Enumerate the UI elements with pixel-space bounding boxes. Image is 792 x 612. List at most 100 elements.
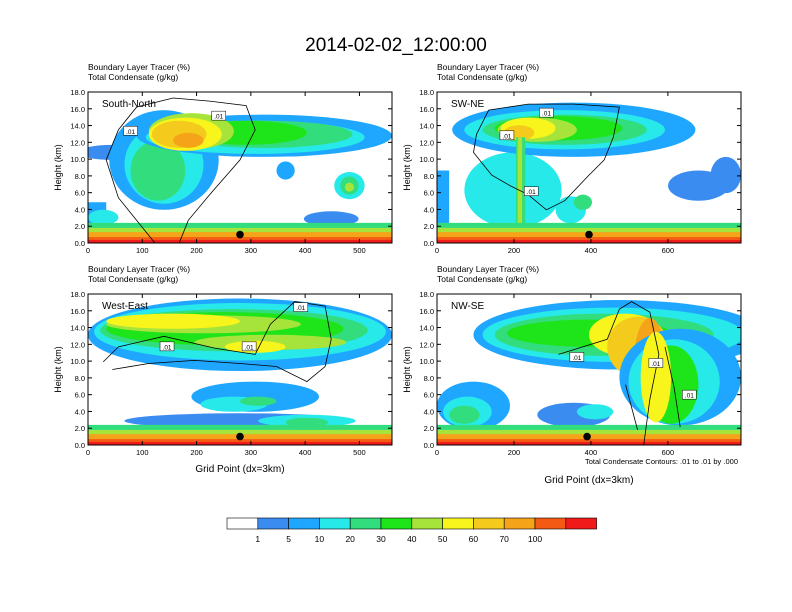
y-tick-label: 18.0 xyxy=(70,88,85,97)
tracer-blob xyxy=(710,156,741,194)
y-axis-label: Height (km) xyxy=(402,144,412,191)
y-tick-label: 4.0 xyxy=(424,205,434,214)
y-tick-label: 8.0 xyxy=(75,374,85,383)
panel-header-line2: Total Condensate (g/kg) xyxy=(437,72,527,82)
tracer-field: .01 .01 .01 xyxy=(88,294,392,445)
panel-name: West-East xyxy=(102,301,148,312)
x-tick-label: 500 xyxy=(353,448,366,457)
y-tick-label: 14.0 xyxy=(70,122,85,131)
x-tick-label: 100 xyxy=(136,448,149,457)
colorbar-label: 30 xyxy=(376,534,386,544)
colorbar-label: 100 xyxy=(528,534,542,544)
contour-label-box xyxy=(539,107,554,118)
contour-label: .01 xyxy=(502,133,511,140)
y-tick-label: 2.0 xyxy=(424,222,434,231)
panel-header-line2: Total Condensate (g/kg) xyxy=(88,274,178,284)
y-axis-label: Height (km) xyxy=(53,346,63,393)
contour-label-box xyxy=(293,302,309,312)
condensate-contour xyxy=(102,301,332,383)
y-tick-label: 10.0 xyxy=(419,357,434,366)
panel-frame xyxy=(436,293,742,446)
contour-label-box xyxy=(499,130,515,141)
contour-label-box xyxy=(241,341,257,352)
y-tick-label: 4.0 xyxy=(75,205,85,214)
tracer-blob xyxy=(573,194,593,210)
y-tick-label: 6.0 xyxy=(424,391,434,400)
panels: Boundary Layer Tracer (%)Total Condensat… xyxy=(53,62,742,486)
location-marker xyxy=(583,432,591,441)
contour-label: .01 xyxy=(542,111,551,118)
tracer-field: .01 .01 .01 xyxy=(437,294,741,445)
y-tick-label: 18.0 xyxy=(70,290,85,299)
y-tick-label: 4.0 xyxy=(424,407,434,416)
colorbar-swatch xyxy=(319,517,351,530)
contour-label: .01 xyxy=(527,189,536,196)
tracer-blob xyxy=(464,152,562,228)
y-tick-label: 14.0 xyxy=(419,324,434,333)
y-tick-label: 14.0 xyxy=(70,324,85,333)
x-tick-label: 400 xyxy=(585,448,598,457)
x-tick-label: 100 xyxy=(136,246,149,255)
contour-label-box xyxy=(523,186,539,196)
y-tick-label: 16.0 xyxy=(70,307,85,316)
y-tick-label: 0.0 xyxy=(424,239,434,248)
x-tick-label: 600 xyxy=(662,246,675,255)
colorbar-label: 40 xyxy=(407,534,417,544)
tracer-blob xyxy=(640,331,672,423)
x-tick-label: 0 xyxy=(86,246,90,255)
y-tick-label: 12.0 xyxy=(419,340,434,349)
x-tick-label: 500 xyxy=(353,246,366,255)
colorbar-label: 60 xyxy=(469,534,479,544)
condensate-contour xyxy=(558,301,681,445)
panel-frame xyxy=(436,91,742,244)
contour-label: .01 xyxy=(296,305,305,312)
contour-label: .01 xyxy=(163,344,172,351)
contour-label: .01 xyxy=(685,393,694,400)
contour-note: Total Condensate Contours: .01 to .01 by… xyxy=(585,457,738,466)
y-tick-label: 16.0 xyxy=(419,105,434,114)
y-tick-label: 0.0 xyxy=(75,441,85,450)
tracer-blob xyxy=(88,209,119,225)
contour-label: .01 xyxy=(245,344,254,351)
contour-label-box xyxy=(648,358,664,368)
contour-label-box xyxy=(159,341,175,352)
colorbar-label: 1 xyxy=(255,534,260,544)
x-tick-label: 0 xyxy=(86,448,90,457)
tracer-blob xyxy=(344,182,354,192)
x-tick-label: 200 xyxy=(508,448,521,457)
tracer-blob xyxy=(303,211,359,227)
y-tick-label: 10.0 xyxy=(70,357,85,366)
y-tick-label: 6.0 xyxy=(75,391,85,400)
colorbar-label: 5 xyxy=(286,534,291,544)
x-tick-label: 300 xyxy=(245,448,258,457)
contour-label-box xyxy=(211,110,226,121)
colorbar-label: 70 xyxy=(499,534,509,544)
x-tick-label: 600 xyxy=(662,448,675,457)
boundary-layer-band xyxy=(88,442,392,445)
y-tick-label: 4.0 xyxy=(75,407,85,416)
y-tick-label: 8.0 xyxy=(424,172,434,181)
colorbar-swatch xyxy=(257,517,289,530)
condensate-contour xyxy=(473,103,620,211)
tracer-blob xyxy=(276,161,295,180)
y-tick-label: 2.0 xyxy=(75,222,85,231)
contour-label: .01 xyxy=(572,355,581,362)
colorbar-swatch xyxy=(442,517,474,530)
y-axis-label: Height (km) xyxy=(53,144,63,191)
tracer-blob xyxy=(576,404,614,420)
colorbar-label: 50 xyxy=(438,534,448,544)
x-tick-label: 400 xyxy=(299,246,312,255)
x-axis-label: Grid Point (dx=3km) xyxy=(544,475,633,486)
y-tick-label: 10.0 xyxy=(70,155,85,164)
y-tick-label: 8.0 xyxy=(424,374,434,383)
tracer-blob xyxy=(130,140,186,201)
panel-header-line1: Boundary Layer Tracer (%) xyxy=(437,62,539,72)
location-marker xyxy=(236,230,244,239)
panel-header-line2: Total Condensate (g/kg) xyxy=(88,72,178,82)
y-tick-label: 16.0 xyxy=(419,307,434,316)
y-axis-label: Height (km) xyxy=(402,346,412,393)
colorbar-swatch xyxy=(534,517,567,530)
x-axis-label: Grid Point (dx=3km) xyxy=(195,464,284,475)
panel-frame xyxy=(87,91,393,244)
